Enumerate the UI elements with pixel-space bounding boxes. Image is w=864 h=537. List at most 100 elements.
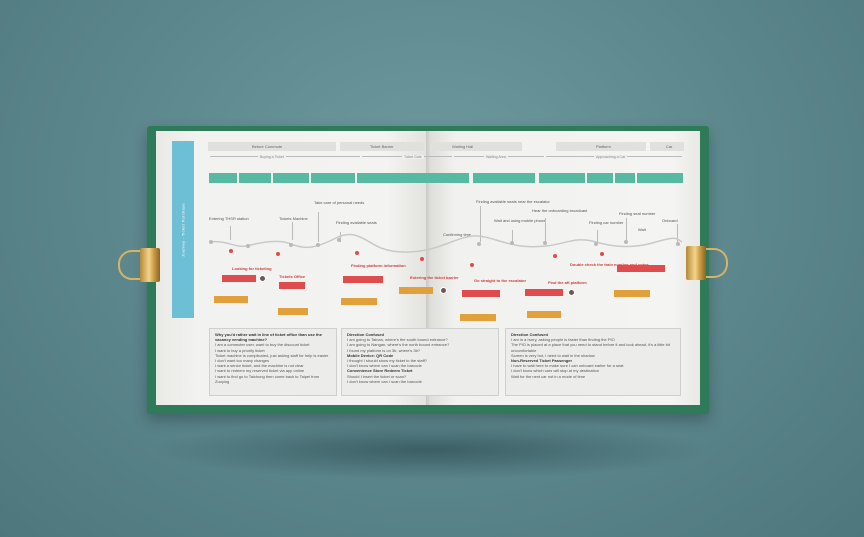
box-heading: Convenience Store Redeem Ticket <box>347 368 413 374</box>
quote-line: Screen is very hot, I need to wait in th… <box>511 352 595 358</box>
step-node <box>316 243 320 247</box>
pain-point: Double check the train number and cntgs <box>570 262 649 267</box>
stage-header: Ticket Barrier <box>340 142 424 151</box>
stage-header: Waiting Hall <box>430 142 522 151</box>
pain-marker <box>600 252 604 256</box>
quote-line: I thought I should show my ticket to the… <box>347 358 427 364</box>
activity-bar <box>615 173 635 183</box>
quote-line: I am going to Tainan, where's the south … <box>347 337 448 343</box>
quote-line: I don't know where can I scan the barcod… <box>347 378 422 384</box>
pain-point: Go straight to the escalator <box>474 278 527 283</box>
quote-line: Ticket machine is complicated, just aski… <box>215 352 329 358</box>
stage-label: Car <box>666 144 673 149</box>
pain-marker <box>553 254 557 258</box>
step-label: Take care of personal needs <box>314 200 365 205</box>
activity-bar <box>357 173 469 183</box>
clip-plate <box>140 248 160 282</box>
box-heading: Direction Confused <box>511 332 548 337</box>
box-heading: Mobile Device: QR Code <box>347 352 394 358</box>
clip-handle <box>702 248 728 278</box>
pain-note <box>525 289 563 296</box>
activity-bar <box>273 173 309 183</box>
insight-note <box>460 314 496 321</box>
step-connector <box>318 212 319 242</box>
step-label: Hear the onboarding broadcast <box>532 208 588 213</box>
activity-bar <box>587 173 613 183</box>
step-connector <box>545 218 546 242</box>
clip-handle <box>118 250 144 280</box>
step-node <box>337 238 341 242</box>
sub-stage-label: Buying a Ticket <box>258 155 286 159</box>
step-connector <box>597 230 598 242</box>
activity-bar <box>209 173 237 183</box>
box-title: Why you'd rather wait in line of ticket … <box>215 332 322 343</box>
step-label: Finding available seats near the escalat… <box>476 199 550 204</box>
insight-note <box>341 298 377 305</box>
activity-bar <box>637 173 683 183</box>
sub-stage-label: Waiting Area <box>484 155 508 159</box>
activity-bar <box>311 173 355 183</box>
sub-stage: Buying a Ticket <box>210 155 360 161</box>
side-title: Journey - Ticket Purchase <box>180 202 186 257</box>
pain-point: Find the aft platform <box>548 280 587 285</box>
insight-note <box>614 290 650 297</box>
side-title-tab: Journey - Ticket Purchase <box>172 141 194 318</box>
quote-box: Direction Confused I am in a hurry, aski… <box>505 328 681 396</box>
binder-clip-icon <box>684 244 728 282</box>
quote-line: I have to wait here to make sure I can o… <box>511 363 624 369</box>
quote-line: I am in a hurry, asking people is faster… <box>511 337 615 343</box>
quote-line: Wait for the next car not in a mode of t… <box>511 373 586 379</box>
pain-marker <box>355 251 359 255</box>
step-node <box>477 242 481 246</box>
step-connector <box>677 224 678 242</box>
insight-note <box>527 311 561 318</box>
step-node <box>624 240 628 244</box>
insight-note <box>278 308 308 315</box>
pain-marker <box>420 257 424 261</box>
insight-note <box>214 296 248 303</box>
box-heading: Direction Confused <box>347 332 384 337</box>
sub-stage-label: Approaching a Car <box>594 155 628 159</box>
book-shadow <box>150 420 710 480</box>
emotion-curve <box>209 233 683 253</box>
step-label: Finding seat number <box>619 211 656 216</box>
activity-bar <box>239 173 271 183</box>
stage-header: Platform <box>556 142 646 151</box>
binder-clip-icon <box>118 246 162 284</box>
step-connector <box>626 218 627 240</box>
step-label: Entering THSR station <box>209 216 249 221</box>
pain-point: Entering the ticket barrier <box>410 275 459 280</box>
quote-line: I am a commuter user, want to buy the di… <box>215 342 310 348</box>
step-label: Confirming time <box>443 232 472 237</box>
stage-label: Before Commute <box>252 144 283 149</box>
sub-stage: Ticket Gate <box>362 155 452 161</box>
pain-note <box>222 275 256 282</box>
step-label: Wait and using mobile phone <box>494 218 546 223</box>
clip-plate <box>686 246 706 280</box>
pain-note <box>462 290 500 297</box>
quote-line: I am going to Nangan, where's the north … <box>347 342 450 348</box>
pain-note <box>617 265 665 272</box>
quote-line: I want to redeem my reserved ticket via … <box>215 368 305 374</box>
stage-label: Ticket Barrier <box>370 144 394 149</box>
sub-stage-label: Ticket Gate <box>402 155 424 159</box>
step-connector <box>292 222 293 240</box>
quote-line: I want a senior ticket, and the machine … <box>215 363 304 369</box>
avatar <box>259 275 266 282</box>
pain-note <box>343 276 383 283</box>
step-label: Wait <box>638 227 646 232</box>
step-connector <box>230 226 231 240</box>
step-connector <box>340 232 341 242</box>
stage-header: Car <box>650 142 684 151</box>
step-connector <box>512 230 513 242</box>
step-label: Onboard <box>662 218 678 223</box>
step-node <box>543 241 547 245</box>
pain-note <box>279 282 305 289</box>
step-label: Finding car number <box>589 220 624 225</box>
step-node <box>209 240 213 244</box>
sub-stage: Approaching a Car <box>546 155 682 161</box>
step-label: Tickets Machine <box>279 216 308 221</box>
avatar <box>440 287 447 294</box>
pain-marker <box>470 263 474 267</box>
quote-line: I don't know where can I scan the barcod… <box>347 363 422 369</box>
